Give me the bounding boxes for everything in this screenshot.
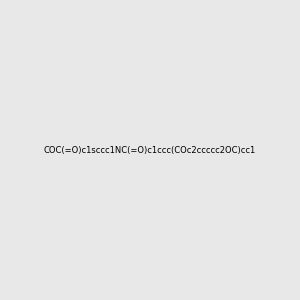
Text: COC(=O)c1sccc1NC(=O)c1ccc(COc2ccccc2OC)cc1: COC(=O)c1sccc1NC(=O)c1ccc(COc2ccccc2OC)c…: [44, 146, 256, 154]
